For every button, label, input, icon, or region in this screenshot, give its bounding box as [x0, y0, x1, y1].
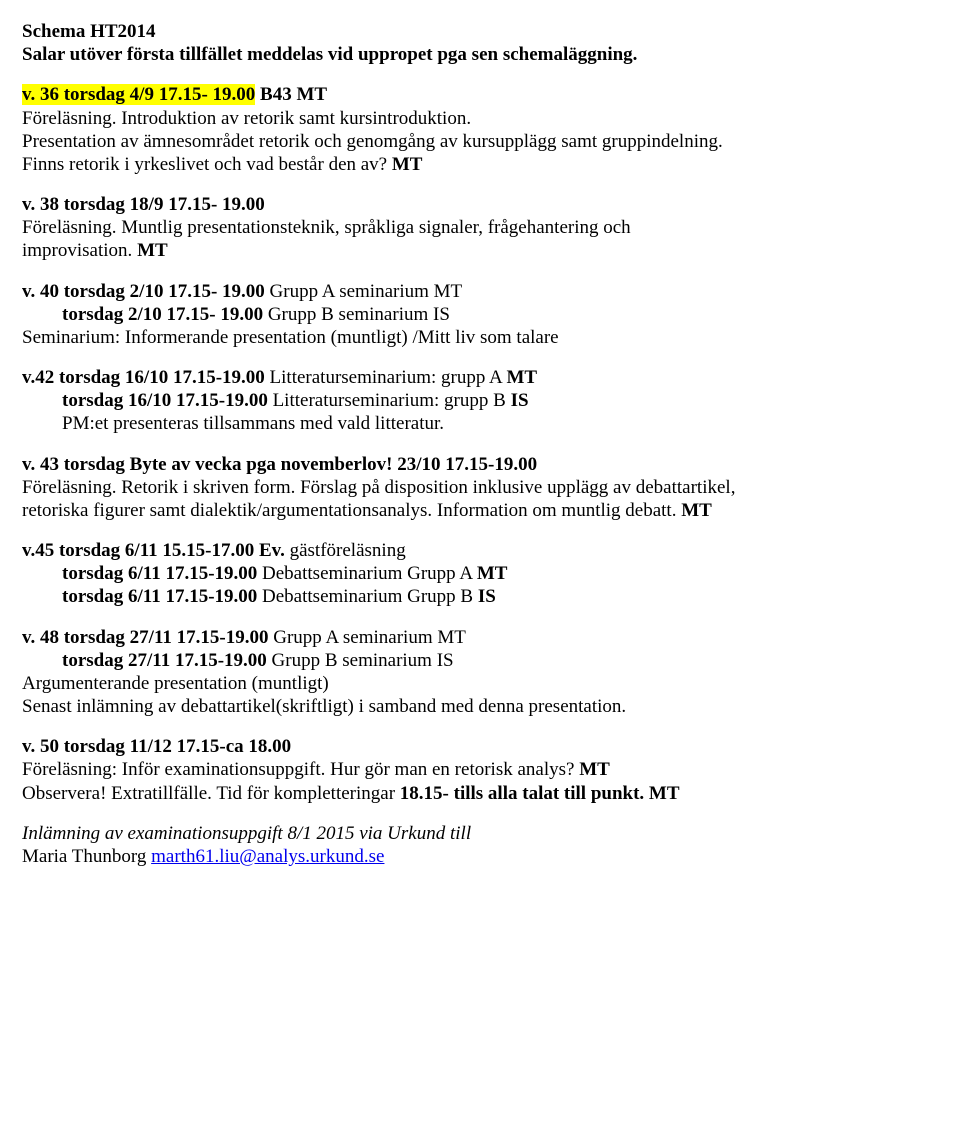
v48-row1: v. 48 torsdag 27/11 17.15-19.00 Grupp A … — [22, 626, 938, 649]
v38-line2: improvisation. MT — [22, 239, 938, 262]
v43-heading: v. 43 torsdag Byte av vecka pga november… — [22, 454, 537, 475]
v38-heading: v. 38 torsdag 18/9 17.15- 19.00 — [22, 193, 938, 216]
v45-row3: torsdag 6/11 17.15-19.00 Debattseminariu… — [22, 585, 938, 608]
v40-line2head: torsdag 2/10 17.15- 19.00 — [62, 304, 263, 325]
v50-line2a: Observera! Extratillfälle. Tid för kompl… — [22, 783, 400, 804]
v50-line1a: Föreläsning: Inför examinationsuppgift. … — [22, 759, 579, 780]
v50-block: v. 50 torsdag 11/12 17.15-ca 18.00 Förel… — [22, 735, 938, 805]
v45-block: v.45 torsdag 6/11 15.15-17.00 Ev. gästfö… — [22, 539, 938, 609]
v45-row1: v.45 torsdag 6/11 15.15-17.00 Ev. gästfö… — [22, 539, 938, 562]
v50-line2: Observera! Extratillfälle. Tid för kompl… — [22, 782, 938, 805]
v40-desc: Seminarium: Informerande presentation (m… — [22, 326, 938, 349]
v40-block: v. 40 torsdag 2/10 17.15- 19.00 Grupp A … — [22, 280, 938, 350]
v43-line1: Föreläsning. Retorik i skriven form. För… — [22, 476, 938, 499]
v48-desc2: Senast inlämning av debattartikel(skrift… — [22, 695, 938, 718]
v43-block: v. 43 torsdag Byte av vecka pga november… — [22, 453, 938, 523]
v36-line3a: Finns retorik i yrkeslivet och vad bestå… — [22, 154, 392, 175]
v38-line1: Föreläsning. Muntlig presentationsteknik… — [22, 216, 938, 239]
v48-heading: v. 48 torsdag 27/11 17.15-19.00 — [22, 627, 273, 648]
v42-row2: torsdag 16/10 17.15-19.00 Litteratursemi… — [22, 389, 938, 412]
v42-mt: MT — [506, 367, 537, 388]
v43-line2: retoriska figurer samt dialektik/argumen… — [22, 499, 938, 522]
v36-line3: Finns retorik i yrkeslivet och vad bestå… — [22, 153, 938, 176]
header-block: Schema HT2014 Salar utöver första tillfä… — [22, 20, 938, 66]
v43-row1: v. 43 torsdag Byte av vecka pga november… — [22, 453, 938, 476]
v43-line2a: retoriska figurer samt dialektik/argumen… — [22, 500, 681, 521]
v48-block: v. 48 torsdag 27/11 17.15-19.00 Grupp A … — [22, 626, 938, 719]
v40-groupA: Grupp A seminarium MT — [265, 281, 462, 302]
doc-title: Schema HT2014 — [22, 20, 938, 43]
v38-block: v. 38 torsdag 18/9 17.15- 19.00 Föreläsn… — [22, 193, 938, 263]
v42-block: v.42 torsdag 16/10 17.15-19.00 Litteratu… — [22, 366, 938, 436]
v42-is: IS — [511, 390, 529, 411]
v48-line2head: torsdag 27/11 17.15-19.00 — [62, 650, 267, 671]
v45-mt: MT — [477, 563, 508, 584]
v45-heading: v.45 torsdag 6/11 15.15-17.00 Ev. — [22, 540, 290, 561]
v48-groupB: Grupp B seminarium IS — [267, 650, 454, 671]
doc-subtitle: Salar utöver första tillfället meddelas … — [22, 43, 938, 66]
v36-line3b: MT — [392, 154, 423, 175]
v36-heading-line: v. 36 torsdag 4/9 17.15- 19.00 B43 MT — [22, 83, 938, 106]
v42-line2head: torsdag 16/10 17.15-19.00 — [62, 390, 273, 411]
v36-heading: v. 36 torsdag 4/9 17.15- 19.00 — [22, 84, 255, 105]
footer-line1: Inlämning av examinationsuppgift 8/1 201… — [22, 823, 471, 844]
v42-row1: v.42 torsdag 16/10 17.15-19.00 Litteratu… — [22, 366, 938, 389]
v45-is: IS — [478, 586, 496, 607]
v45-line2head: torsdag 6/11 17.15-19.00 — [62, 563, 257, 584]
v36-line1: Föreläsning. Introduktion av retorik sam… — [22, 107, 938, 130]
v42-litB: Litteraturseminarium: grupp B — [273, 390, 511, 411]
v45-debA: Debattseminarium Grupp A — [257, 563, 477, 584]
v50-heading: v. 50 torsdag 11/12 17.15-ca 18.00 — [22, 735, 938, 758]
v36-line2: Presentation av ämnesområdet retorik och… — [22, 130, 938, 153]
footer-line2: Maria Thunborg marth61.liu@analys.urkund… — [22, 845, 938, 868]
v38-line2a: improvisation. — [22, 240, 137, 261]
footer-name: Maria Thunborg — [22, 846, 151, 867]
v50-line1b: MT — [579, 759, 610, 780]
footer-email-link[interactable]: marth61.liu@analys.urkund.se — [151, 846, 384, 867]
v50-line1: Föreläsning: Inför examinationsuppgift. … — [22, 758, 938, 781]
v45-debB: Debattseminarium Grupp B — [257, 586, 478, 607]
v45-line3head: torsdag 6/11 17.15-19.00 — [62, 586, 257, 607]
v40-heading: v. 40 torsdag 2/10 17.15- 19.00 — [22, 281, 265, 302]
v40-row1: v. 40 torsdag 2/10 17.15- 19.00 Grupp A … — [22, 280, 938, 303]
v48-row2: torsdag 27/11 17.15-19.00 Grupp B semina… — [22, 649, 938, 672]
v42-desc: PM:et presenteras tillsammans med vald l… — [22, 412, 938, 435]
v40-groupB: Grupp B seminarium IS — [263, 304, 450, 325]
v43-line2b: MT — [681, 500, 712, 521]
v45-row2: torsdag 6/11 17.15-19.00 Debattseminariu… — [22, 562, 938, 585]
v45-guest: gästföreläsning — [290, 540, 406, 561]
v50-line2b: 18.15- tills alla talat till punkt. MT — [400, 783, 680, 804]
v42-heading: v.42 torsdag 16/10 17.15-19.00 — [22, 367, 270, 388]
v38-line2b: MT — [137, 240, 168, 261]
v48-groupA: Grupp A seminarium MT — [273, 627, 466, 648]
v36-room: B43 MT — [255, 84, 327, 105]
v36-block: v. 36 torsdag 4/9 17.15- 19.00 B43 MT Fö… — [22, 83, 938, 176]
footer-block: Inlämning av examinationsuppgift 8/1 201… — [22, 822, 938, 868]
v48-desc1: Argumenterande presentation (muntligt) — [22, 672, 938, 695]
v42-litA: Litteraturseminarium: grupp A — [270, 367, 507, 388]
v40-row2: torsdag 2/10 17.15- 19.00 Grupp B semina… — [22, 303, 938, 326]
